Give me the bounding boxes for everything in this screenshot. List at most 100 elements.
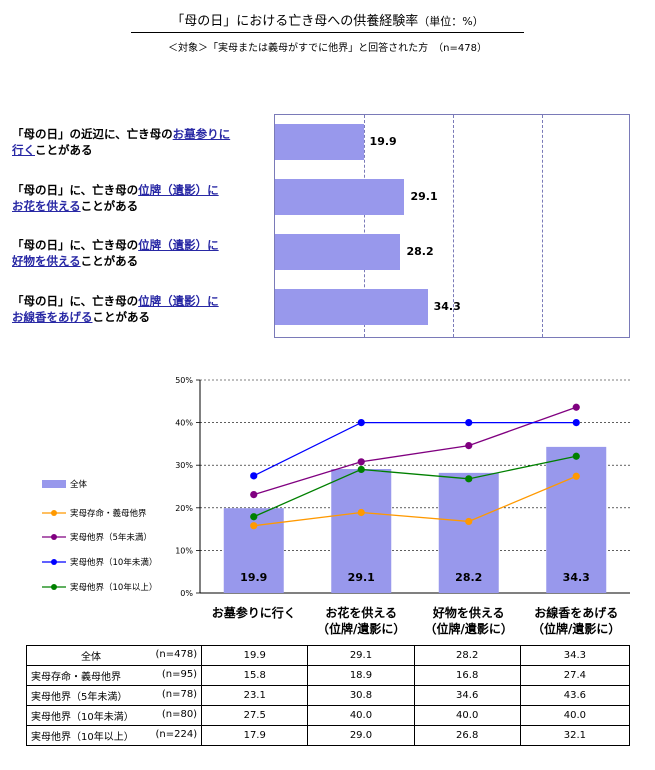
table-cell: 27.5: [201, 705, 309, 726]
hbar-bar: [275, 234, 401, 270]
row-n: (n=95): [161, 669, 198, 680]
category-label-line1: お線香をあげる: [534, 606, 619, 620]
table-cell: 30.8: [307, 685, 415, 706]
hbar-value-label: 19.9: [369, 135, 397, 148]
table-cell: 23.1: [201, 685, 309, 706]
table-row: 実母存命・義母他界 (n=95) 15.8 18.9 16.8 27.4: [25, 665, 631, 686]
title-text: 「母の日」における亡き母への供養経験率: [171, 14, 419, 29]
row-name: 全体: [81, 652, 101, 663]
bar-value-label: 19.9: [240, 571, 267, 584]
series-point: [357, 508, 365, 517]
legend-marker: [51, 584, 57, 590]
series-point: [250, 490, 258, 499]
table-cell: 34.3: [519, 645, 631, 666]
row-name: 実母他界（5年未満）: [31, 692, 128, 703]
title-block: 「母の日」における亡き母への供養経験率（単位：%） ＜対象＞「実母または義母がす…: [0, 10, 655, 54]
series-point: [250, 513, 258, 521]
category-label-line2: （位牌/遺影に）: [532, 622, 621, 636]
page-title: 「母の日」における亡き母への供養経験率（単位：%）: [131, 10, 524, 33]
hbar-chart: 19.9 29.1 28.2 34.3: [274, 114, 630, 338]
hbar-label-2: 「母の日」に、亡き母の位牌（遺影）に 好物を供えることがある: [12, 238, 219, 268]
hbar-gridline: [542, 115, 543, 337]
series-line: [253, 421, 577, 477]
bar: [546, 446, 607, 593]
legend-label: 全体: [70, 479, 88, 490]
bar: [331, 469, 392, 593]
row-n: (n=80): [161, 709, 198, 720]
hbar-gridline: [453, 115, 454, 337]
table-cell: 17.9: [201, 725, 309, 746]
table-cell: 15.8: [201, 665, 309, 686]
series-point: [465, 419, 473, 427]
page-subtitle: ＜対象＞「実母または義母がすでに他界」と回答された方 （n=478）: [168, 43, 487, 54]
bar-value-label: 34.3: [563, 571, 590, 584]
legend-label: 実母他界（5年未満）: [70, 532, 152, 543]
table-cell: 29.0: [307, 725, 415, 746]
hbar-bar: [275, 124, 364, 160]
hbar-value-label: 29.1: [410, 190, 438, 203]
row-label: 全体 (n=478): [25, 645, 203, 666]
row-label: 実母他界（10年以上） (n=224): [25, 725, 203, 746]
hbar-bar: [275, 179, 405, 215]
table-cell: 40.0: [413, 705, 521, 726]
row-name: 実母他界（10年未満）: [31, 712, 134, 723]
table-row: 実母他界（5年未満） (n=78) 23.1 30.8 34.6 43.6: [25, 685, 631, 706]
row-name: 実母他界（10年以上）: [31, 732, 134, 743]
series-line: [253, 455, 577, 518]
table-cell: 32.1: [519, 725, 631, 746]
series-point: [250, 522, 258, 530]
table-cell: 43.6: [519, 685, 631, 706]
bar: [438, 472, 499, 593]
legend-marker: [51, 510, 57, 516]
series-point: [572, 472, 580, 480]
category-label-line1: お墓参りに行く: [211, 606, 296, 620]
series-point: [465, 517, 473, 526]
row-label: 実母存命・義母他界 (n=95): [25, 665, 203, 686]
legend-marker: [51, 559, 57, 565]
legend-label: 実母存命・義母他界: [70, 508, 147, 519]
series-point: [572, 403, 580, 411]
row-n: (n=78): [161, 689, 198, 700]
category-label: お墓参りに行く: [199, 605, 309, 621]
table-cell: 40.0: [519, 705, 631, 726]
category-label-line2: （位牌/遺影に）: [317, 622, 406, 636]
legend-marker: [51, 534, 57, 540]
series-line: [253, 475, 577, 527]
table-row: 全体 (n=478) 19.9 29.1 28.2 34.3: [25, 645, 631, 666]
title-unit: （単位：%）: [418, 15, 484, 28]
combo-chart: 0% 10% 20% 30% 40% 50% 19.9 29.1 28.2 34.3 全体 実母存命・…: [0, 370, 655, 644]
series-point: [357, 465, 365, 474]
y-tick-label: 20%: [175, 504, 193, 513]
bar-value-label: 29.1: [348, 571, 375, 584]
table-cell: 29.1: [307, 645, 415, 666]
series-point: [465, 475, 473, 483]
y-tick-label: 10%: [175, 546, 193, 555]
table-cell: 26.8: [413, 725, 521, 746]
hbar-label-3: 「母の日」に、亡き母の位牌（遺影）に お線香をあげることがある: [12, 294, 219, 324]
category-label: お花を供える （位牌/遺影に）: [306, 605, 416, 637]
y-tick-label: 0%: [180, 589, 193, 598]
series-line: [253, 406, 577, 496]
row-name: 実母存命・義母他界: [31, 672, 121, 683]
table-cell: 34.6: [413, 685, 521, 706]
legend-label: 実母他界（10年未満）: [70, 557, 157, 568]
series-point: [250, 472, 258, 480]
category-label: 好物を供える （位牌/遺影に）: [414, 605, 524, 637]
hbar-gridline: [364, 115, 365, 337]
table-cell: 19.9: [201, 645, 309, 666]
series-point: [572, 452, 580, 460]
row-n: (n=478): [155, 649, 198, 660]
row-label: 実母他界（10年未満） (n=80): [25, 705, 203, 726]
series-point: [357, 458, 365, 466]
combo-chart-svg: 0% 10% 20% 30% 40% 50% 19.9 29.1 28.2 34.3 全体実母存命・…: [42, 376, 630, 598]
table-row: 実母他界（10年以上） (n=224) 17.9 29.0 26.8 32.1: [25, 725, 631, 746]
y-tick-label: 30%: [175, 461, 193, 470]
table-cell: 16.8: [413, 665, 521, 686]
table-cell: 40.0: [307, 705, 415, 726]
series-point: [465, 442, 473, 450]
y-tick-label: 40%: [175, 419, 193, 428]
row-label: 実母他界（5年未満） (n=78): [25, 685, 203, 706]
hbar-label-0: 「母の日」の近辺に、亡き母のお墓参りに 行くことがある: [12, 127, 231, 157]
table-row: 実母他界（10年未満） (n=80) 27.5 40.0 40.0 40.0: [25, 705, 631, 726]
hbar-bar: [275, 289, 428, 325]
